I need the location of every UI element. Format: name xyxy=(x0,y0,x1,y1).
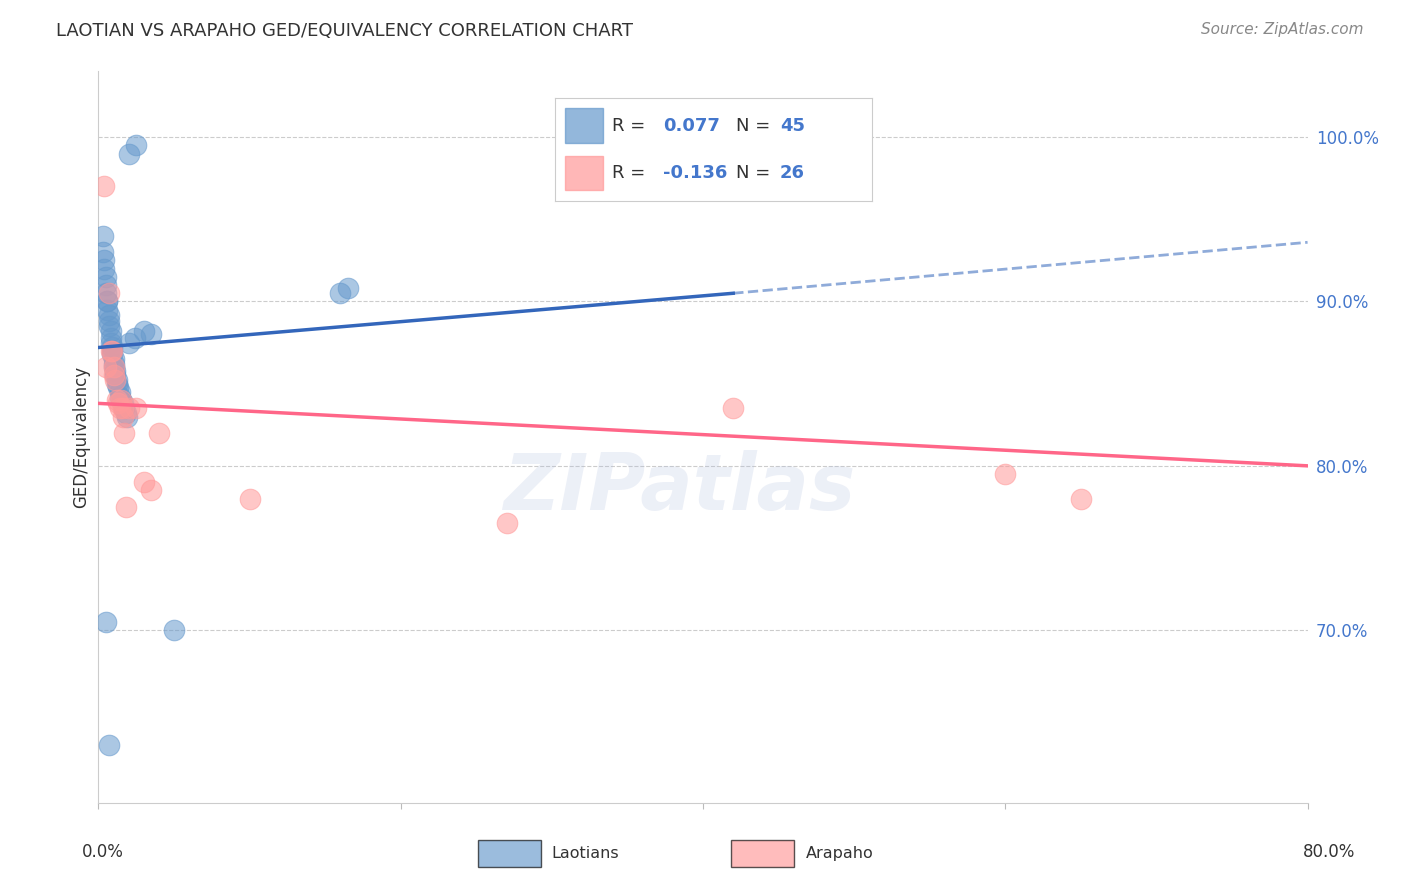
Point xyxy=(98,286,121,301)
Point xyxy=(336,281,359,295)
Text: 0.0%: 0.0% xyxy=(82,843,124,861)
Point xyxy=(994,467,1017,481)
Point xyxy=(103,368,125,383)
Point xyxy=(105,373,128,387)
Point xyxy=(94,278,117,293)
Point xyxy=(108,401,131,416)
Point xyxy=(96,294,118,309)
Point xyxy=(141,483,163,498)
Point xyxy=(100,331,122,345)
Point xyxy=(108,390,131,404)
Point xyxy=(495,516,517,531)
Point xyxy=(132,324,155,338)
Text: Laotians: Laotians xyxy=(551,847,619,861)
Point xyxy=(132,475,155,490)
Point xyxy=(163,624,186,638)
Point xyxy=(101,347,124,361)
Point xyxy=(91,228,114,243)
Point xyxy=(107,380,129,394)
Text: 0.077: 0.077 xyxy=(664,117,720,135)
Point xyxy=(111,401,134,416)
Point xyxy=(105,376,128,391)
Text: LAOTIAN VS ARAPAHO GED/EQUIVALENCY CORRELATION CHART: LAOTIAN VS ARAPAHO GED/EQUIVALENCY CORRE… xyxy=(56,22,633,40)
Point xyxy=(94,269,117,284)
Point xyxy=(100,324,122,338)
Text: N =: N = xyxy=(735,164,776,182)
Point xyxy=(103,357,125,371)
Point xyxy=(329,286,352,301)
Point xyxy=(115,409,138,424)
Bar xyxy=(565,108,603,144)
Point xyxy=(96,294,118,309)
Point xyxy=(110,393,132,408)
Point xyxy=(100,335,122,350)
Point xyxy=(114,406,136,420)
Point xyxy=(124,331,146,345)
Text: R =: R = xyxy=(613,117,651,135)
Point xyxy=(94,615,117,629)
Point xyxy=(112,425,135,440)
Point xyxy=(118,146,141,161)
Point xyxy=(96,302,118,317)
Text: N =: N = xyxy=(735,117,776,135)
Point xyxy=(93,179,115,194)
Point xyxy=(103,360,125,375)
Point xyxy=(107,396,129,410)
Point xyxy=(104,368,127,383)
Point xyxy=(118,401,141,416)
Point xyxy=(104,363,127,377)
Point xyxy=(101,343,124,358)
Point xyxy=(105,393,128,408)
Point xyxy=(125,401,148,416)
Point xyxy=(91,245,114,260)
Y-axis label: GED/Equivalency: GED/Equivalency xyxy=(72,366,90,508)
Point xyxy=(148,425,170,440)
Text: 45: 45 xyxy=(780,117,806,135)
Point xyxy=(93,253,115,268)
Text: 80.0%: 80.0% xyxy=(1302,843,1355,861)
Point xyxy=(101,341,124,355)
Point xyxy=(103,360,125,375)
Point xyxy=(723,401,745,416)
Point xyxy=(98,314,121,328)
Point xyxy=(111,409,134,424)
Point xyxy=(94,286,117,301)
Text: -0.136: -0.136 xyxy=(664,164,727,182)
Point xyxy=(108,384,131,399)
Text: 26: 26 xyxy=(780,164,806,182)
Text: Arapaho: Arapaho xyxy=(806,847,873,861)
Point xyxy=(104,373,127,387)
Point xyxy=(103,351,125,366)
Point xyxy=(101,343,124,358)
Point xyxy=(239,491,262,506)
Point xyxy=(112,401,135,416)
Point xyxy=(98,739,121,753)
Point xyxy=(141,327,163,342)
Text: ZIPatlas: ZIPatlas xyxy=(503,450,855,526)
Point xyxy=(111,396,134,410)
Point xyxy=(1070,491,1092,506)
Point xyxy=(98,308,121,322)
Point xyxy=(93,261,115,276)
Point xyxy=(110,393,132,408)
Point xyxy=(100,343,122,358)
Text: Source: ZipAtlas.com: Source: ZipAtlas.com xyxy=(1201,22,1364,37)
Point xyxy=(98,319,121,334)
Bar xyxy=(565,155,603,190)
Point xyxy=(118,335,141,350)
Point xyxy=(94,360,117,375)
Point xyxy=(114,500,136,514)
Point xyxy=(125,138,148,153)
Text: R =: R = xyxy=(613,164,651,182)
